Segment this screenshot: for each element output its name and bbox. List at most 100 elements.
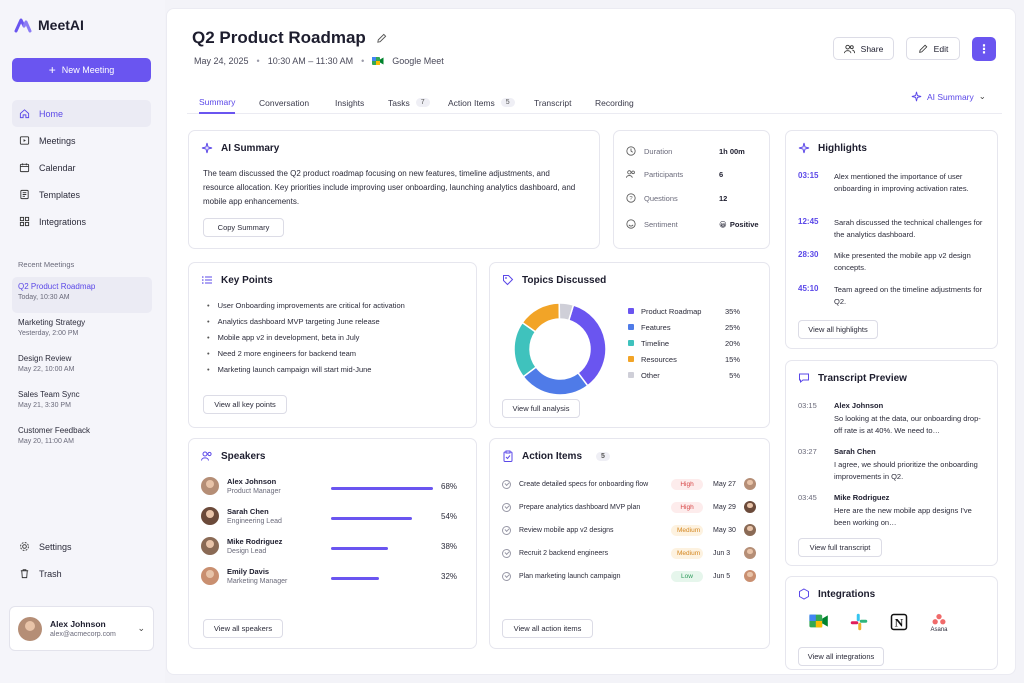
notion-icon[interactable]: N: [888, 613, 910, 633]
legend-label: Features: [641, 322, 671, 332]
chat-icon: [799, 373, 809, 384]
check-circle-icon[interactable]: [502, 502, 511, 512]
speaker-row[interactable]: Sarah Chen Engineering Lead 54%: [201, 507, 461, 525]
speakers-title: Speakers: [221, 450, 266, 462]
nav-item-templates[interactable]: Templates: [12, 181, 151, 208]
users-icon: [626, 170, 635, 178]
user-avatar: [18, 616, 42, 641]
separator: •: [256, 56, 260, 66]
view-full-transcript-button[interactable]: View full transcript: [798, 538, 882, 557]
key-point-item: User Onboarding improvements are critica…: [207, 297, 405, 313]
chevron-down-icon: ⌄: [978, 91, 986, 101]
speaker-talk-bar: [331, 577, 433, 580]
transcript-entry[interactable]: 03:45 Mike Rodriguez Here are the new mobi…: [798, 493, 986, 528]
highlight-time: 45:10: [798, 284, 819, 293]
highlight-item[interactable]: 45:10 Team agreed on the timeline adjustm…: [798, 284, 986, 308]
edit-button[interactable]: Edit: [906, 37, 960, 60]
tab-conversation[interactable]: Conversation: [259, 91, 309, 114]
brand[interactable]: MeetAI: [14, 17, 84, 33]
view-all-highlights-button[interactable]: View all highlights: [798, 320, 878, 339]
view-full-analysis-button[interactable]: View full analysis: [502, 399, 580, 418]
speaker-row[interactable]: Emily Davis Marketing Manager 32%: [201, 567, 461, 585]
check-circle-icon[interactable]: [502, 479, 511, 489]
nav-label: Settings: [39, 541, 72, 552]
tab-bar: Summary Conversation Insights Tasks 7 Act…: [187, 87, 1002, 114]
speaker-talk-percent: 32%: [441, 572, 458, 581]
transcript-entry[interactable]: 03:15 Alex Johnson So looking at the data,…: [798, 401, 986, 436]
view-all-speakers-button[interactable]: View all speakers: [203, 619, 283, 638]
tab-transcript[interactable]: Transcript: [534, 91, 571, 114]
speaker-role: Marketing Manager: [227, 578, 288, 585]
tab-summary[interactable]: Summary: [199, 91, 236, 114]
meetings-icon: [19, 136, 30, 145]
action-item-row[interactable]: Review mobile app v2 designs Medium May 30: [502, 522, 762, 538]
recent-meeting-item[interactable]: Design Review May 22, 10:00 AM: [12, 349, 152, 385]
recent-meeting-item[interactable]: Customer Feedback May 20, 11:00 AM: [12, 421, 152, 457]
action-item-due-date: May 27: [713, 480, 736, 488]
stat-label: Participants: [644, 169, 684, 179]
view-all-integrations-button[interactable]: View all integrations: [798, 647, 884, 666]
view-all-key-points-button[interactable]: View all key points: [203, 395, 287, 414]
action-item-row[interactable]: Plan marketing launch campaign Low Jun 5: [502, 568, 762, 584]
check-circle-icon[interactable]: [502, 571, 511, 581]
ai-summary-dropdown[interactable]: AI Summary ⌄: [911, 91, 986, 102]
nav-item-home[interactable]: Home: [12, 100, 151, 127]
pencil-icon[interactable]: [376, 33, 387, 44]
check-circle-icon[interactable]: [502, 525, 511, 535]
highlight-item[interactable]: 28:30 Mike presented the mobile app v2 de…: [798, 250, 986, 274]
tab-tasks[interactable]: Tasks 7: [388, 91, 430, 114]
tab-action-items[interactable]: Action Items 5: [448, 91, 515, 114]
transcript-title: Transcript Preview: [818, 372, 907, 384]
stat-value: 12: [719, 193, 728, 203]
check-circle-icon[interactable]: [502, 548, 511, 558]
copy-summary-label: Copy Summary: [217, 223, 270, 232]
transcript-entry[interactable]: 03:27 Sarah Chen I agree, we should priori…: [798, 447, 986, 482]
speaker-name: Mike Rodriguez: [227, 537, 283, 546]
google-meet-icon[interactable]: [808, 613, 830, 631]
nav-item-settings[interactable]: Settings: [12, 533, 151, 560]
highlights-title: Highlights: [818, 142, 867, 154]
nav-item-calendar[interactable]: Calendar: [12, 154, 151, 181]
chevron-down-icon: ⌄: [137, 623, 145, 633]
copy-summary-button[interactable]: Copy Summary: [203, 218, 284, 237]
legend-item: Resources 15%: [628, 351, 740, 367]
highlight-item[interactable]: 12:45 Sarah discussed the technical chall…: [798, 217, 986, 241]
asana-icon[interactable]: Asana: [928, 613, 950, 633]
recent-meeting-item[interactable]: Q2 Product Roadmap Today, 10:30 AM: [12, 277, 152, 313]
smile-icon: [626, 219, 636, 229]
view-all-action-items-button[interactable]: View all action items: [502, 619, 593, 638]
highlight-text: Sarah discussed the technical challenges…: [834, 218, 983, 239]
card-title: Highlights: [798, 142, 867, 154]
hexagon-icon: [799, 588, 809, 600]
recent-meeting-item[interactable]: Sales Team Sync May 21, 3:30 PM: [12, 385, 152, 421]
more-options-button[interactable]: ⋮: [972, 37, 996, 61]
action-item-row[interactable]: Prepare analytics dashboard MVP plan High…: [502, 499, 762, 515]
tab-recording[interactable]: Recording: [595, 91, 634, 114]
donut-slice-other: [558, 302, 575, 322]
slack-icon[interactable]: [848, 613, 870, 633]
recent-meeting-name: Q2 Product Roadmap: [18, 282, 96, 291]
action-item-row[interactable]: Recruit 2 backend engineers Medium Jun 3: [502, 545, 762, 561]
nav-item-trash[interactable]: Trash: [12, 560, 151, 587]
speaker-row[interactable]: Alex Johnson Product Manager 68%: [201, 477, 461, 495]
tab-insights[interactable]: Insights: [335, 91, 364, 114]
speakers-card: Speakers Alex Johnson Product Manager 68% S…: [188, 438, 477, 649]
new-meeting-button[interactable]: + New Meeting: [12, 58, 151, 82]
integrations-icon: [19, 216, 30, 227]
clipboard-icon: [503, 450, 513, 462]
button-label: View all key points: [214, 400, 276, 409]
speaker-role: Product Manager: [227, 488, 281, 495]
action-item-due-date: Jun 3: [713, 549, 731, 557]
share-button[interactable]: Share: [833, 37, 894, 60]
nav-item-integrations[interactable]: Integrations: [12, 208, 151, 235]
transcript-time: 03:15: [798, 401, 817, 410]
action-item-row[interactable]: Create detailed specs for onboarding flo…: [502, 476, 762, 492]
transcript-text: Here are the new mobile app designs I've…: [834, 506, 972, 527]
highlights-card: Highlights 03:15 Alex mentioned the impor…: [785, 130, 998, 349]
speaker-row[interactable]: Mike Rodriguez Design Lead 38%: [201, 537, 461, 555]
highlight-item[interactable]: 03:15 Alex mentioned the importance of us…: [798, 171, 986, 195]
nav-item-meetings[interactable]: Meetings: [12, 127, 151, 154]
recent-meeting-item[interactable]: Marketing Strategy Yesterday, 2:00 PM: [12, 313, 152, 349]
user-profile-card[interactable]: Alex Johnson alex@acmecorp.com ⌄: [9, 606, 154, 651]
card-title: Key Points: [201, 274, 273, 286]
